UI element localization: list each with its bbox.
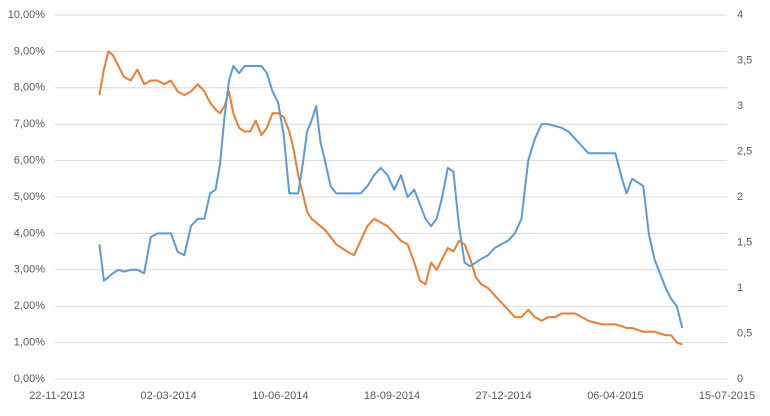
series-line — [98, 65, 684, 329]
y2-tick-label: 4 — [737, 9, 743, 21]
y-tick-label: 1,00% — [14, 337, 45, 349]
y2-tick-label: 2 — [737, 191, 743, 203]
x-tick-label: 15-07-2015 — [699, 390, 755, 402]
x-tick-label: 02-03-2014 — [141, 390, 197, 402]
y-tick-label: 10,00% — [8, 9, 46, 21]
series-line — [98, 50, 683, 346]
x-tick-label: 06-04-2015 — [587, 390, 643, 402]
y2-tick-label: 3 — [737, 100, 743, 112]
x-tick-label: 22-11-2013 — [29, 390, 84, 402]
y2-tick-label: 1 — [737, 282, 743, 294]
y-tick-label: 7,00% — [14, 118, 45, 130]
y-tick-label: 9,00% — [14, 45, 45, 57]
x-tick-label: 10-06-2014 — [252, 390, 308, 402]
y2-tick-label: 0,5 — [737, 327, 752, 339]
y-tick-label: 3,00% — [14, 264, 45, 276]
y2-tick-label: 3,5 — [737, 54, 752, 66]
y-tick-label: 8,00% — [14, 82, 45, 94]
y2-tick-label: 2,5 — [737, 145, 752, 157]
x-tick-label: 18-09-2014 — [364, 390, 420, 402]
y-tick-label: 4,00% — [14, 227, 45, 239]
y-tick-label: 0,00% — [14, 373, 45, 385]
y2-tick-label: 1,5 — [737, 236, 752, 248]
y-tick-label: 2,00% — [14, 300, 45, 312]
x-tick-label: 27-12-2014 — [476, 390, 532, 402]
y2-tick-label: 0 — [737, 373, 743, 385]
y-tick-label: 6,00% — [14, 155, 45, 167]
y-tick-label: 5,00% — [14, 191, 45, 203]
